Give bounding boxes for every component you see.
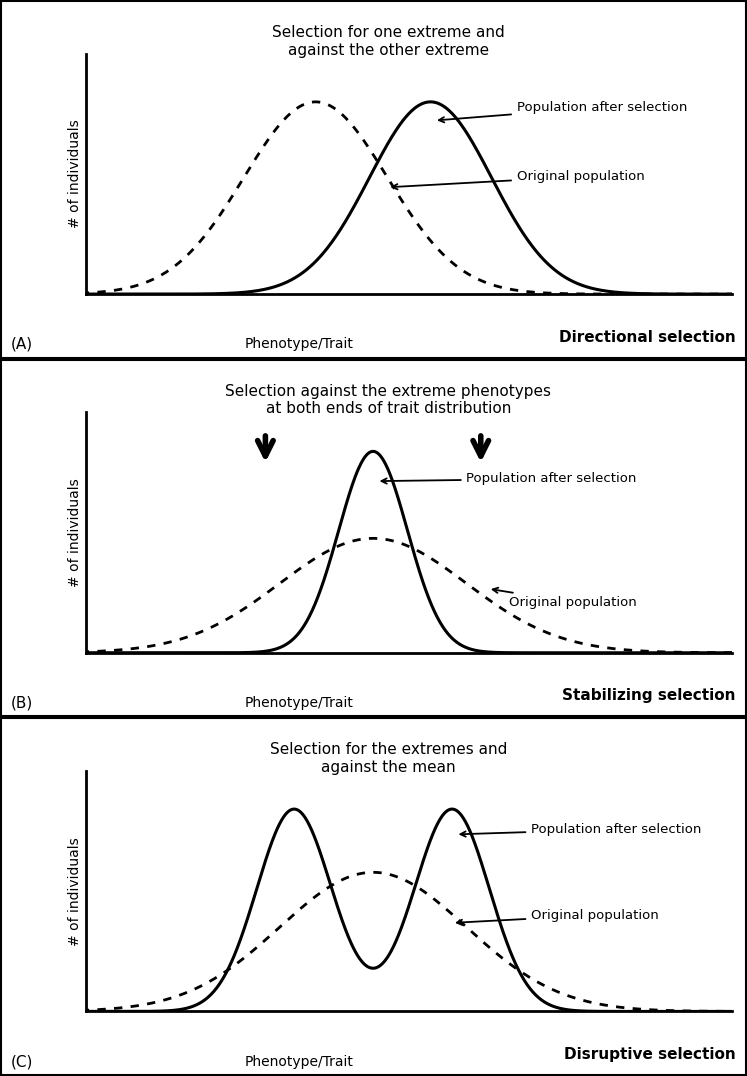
Text: (C): (C) [11,1054,34,1070]
Text: (B): (B) [11,695,34,710]
Text: Original population: Original population [392,170,645,189]
Text: Disruptive selection: Disruptive selection [564,1047,736,1062]
Text: Phenotype/Trait: Phenotype/Trait [244,337,353,352]
Text: Directional selection: Directional selection [559,329,736,344]
Text: Population after selection: Population after selection [460,823,701,837]
Text: (A): (A) [11,337,34,352]
Text: Selection for one extreme and
against the other extreme: Selection for one extreme and against th… [272,25,505,57]
Text: Population after selection: Population after selection [439,101,687,123]
Text: Phenotype/Trait: Phenotype/Trait [244,1054,353,1068]
Text: Original population: Original population [457,909,659,925]
Text: Selection for the extremes and
against the mean: Selection for the extremes and against t… [270,742,507,775]
Y-axis label: # of individuals: # of individuals [68,478,81,587]
Text: Selection against the extreme phenotypes
at both ends of trait distribution: Selection against the extreme phenotypes… [226,384,551,416]
Text: Population after selection: Population after selection [382,472,636,485]
Y-axis label: # of individuals: # of individuals [68,119,81,228]
Text: Stabilizing selection: Stabilizing selection [562,689,736,704]
Y-axis label: # of individuals: # of individuals [68,837,81,946]
Text: Phenotype/Trait: Phenotype/Trait [244,696,353,710]
Text: Original population: Original population [493,587,637,609]
